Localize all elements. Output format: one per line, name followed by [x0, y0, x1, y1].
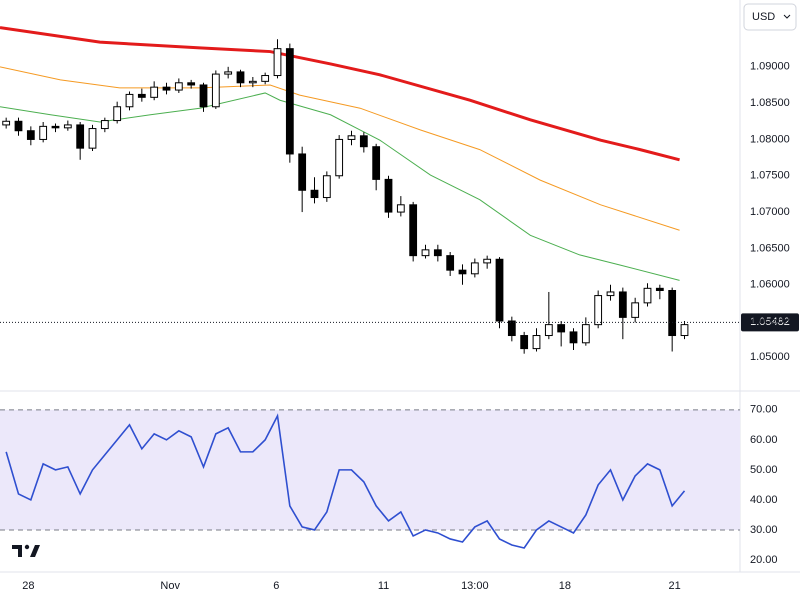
y-tick-label: 1.06500	[750, 242, 790, 254]
candle-body	[544, 324, 553, 337]
candle-body	[680, 324, 689, 337]
x-tick-label: Nov	[160, 580, 180, 592]
candle-body	[187, 82, 196, 86]
y-tick-label: 1.07000	[750, 206, 790, 218]
candle-body	[532, 335, 541, 350]
candle-body	[359, 135, 368, 148]
candle-body	[569, 331, 578, 344]
candle-body	[322, 175, 331, 199]
candle-body	[458, 269, 467, 275]
candle-body	[211, 73, 220, 108]
y-tick-label: 50.00	[750, 464, 778, 476]
candle-body	[26, 130, 35, 140]
candle-body	[261, 75, 270, 82]
candle-body	[273, 48, 282, 77]
candle-body	[224, 71, 233, 75]
candle-body	[100, 120, 109, 130]
candle-body	[668, 290, 677, 337]
candle-body	[372, 146, 381, 180]
rsi-line	[5, 413, 686, 549]
candle-body	[14, 120, 23, 132]
currency-selector[interactable]: USD	[743, 3, 797, 31]
candle-body	[137, 93, 146, 98]
candle-body	[470, 262, 479, 275]
y-tick-label: 1.05000	[750, 351, 790, 363]
candle-body	[199, 84, 208, 108]
candle-body	[384, 178, 393, 213]
candle-body	[495, 258, 504, 322]
candle-body	[520, 335, 529, 350]
candle-body	[409, 204, 418, 257]
logo-part	[12, 545, 22, 557]
x-tick-label: 21	[669, 580, 681, 592]
candle-body	[174, 82, 183, 91]
candle-body	[39, 125, 48, 140]
y-tick-label: 1.06000	[750, 279, 790, 291]
logo-part	[30, 545, 40, 557]
y-tick-label: 40.00	[750, 494, 778, 506]
candle-body	[150, 86, 159, 98]
rsi-band	[0, 409, 740, 530]
candle-body	[236, 71, 245, 84]
candle-body	[51, 125, 60, 129]
y-tick-label: 60.00	[750, 434, 778, 446]
candle-body	[63, 124, 72, 129]
candle-body	[335, 138, 344, 177]
candle-body	[581, 324, 590, 344]
candle-body	[655, 287, 664, 292]
candle-body	[248, 80, 257, 84]
candle-body	[446, 255, 455, 271]
x-tick-label: 18	[559, 580, 571, 592]
y-tick-label: 70.00	[750, 404, 778, 416]
y-tick-label: 1.09000	[750, 61, 790, 73]
candle-body	[125, 93, 134, 108]
last-price-box	[741, 313, 799, 332]
y-tick-label: 30.00	[750, 524, 778, 536]
y-tick-label: 1.08500	[750, 97, 790, 109]
y-tick-label: 1.05500	[750, 315, 790, 327]
candle-body	[285, 48, 294, 155]
candle-body	[631, 302, 640, 318]
candle-body	[643, 287, 652, 304]
logo-part	[24, 544, 30, 550]
candle-body	[421, 249, 430, 257]
x-tick-label: 13:00	[461, 580, 489, 592]
candle-body	[162, 86, 171, 91]
x-tick-label: 6	[273, 580, 279, 592]
moving-average	[0, 26, 680, 162]
candle-body	[606, 291, 615, 297]
candle-body	[347, 135, 356, 140]
candle-body	[310, 189, 319, 199]
candle-body	[76, 124, 85, 149]
candle-body	[88, 128, 97, 149]
logo	[12, 544, 40, 557]
candle-body	[557, 324, 566, 333]
selector-box[interactable]	[743, 3, 797, 31]
candle-body	[483, 258, 492, 264]
last-price-label: 1.05482	[750, 316, 790, 328]
candle-body	[507, 320, 516, 337]
candle-body	[2, 120, 11, 126]
x-tick-label: 28	[22, 580, 34, 592]
selector-caret[interactable]	[783, 14, 791, 19]
candle-body	[298, 153, 307, 191]
candle-body	[594, 295, 603, 326]
x-tick-label: 11	[378, 580, 389, 592]
y-tick-label: 20.00	[750, 554, 778, 566]
candle-body	[433, 249, 442, 257]
candle-body	[396, 204, 405, 213]
selector-text[interactable]: USD	[752, 11, 775, 23]
candle-body	[618, 291, 627, 318]
y-tick-label: 1.07500	[750, 170, 790, 182]
y-tick-label: 1.08000	[750, 133, 790, 145]
candle-body	[113, 106, 122, 122]
moving-average	[0, 66, 680, 231]
